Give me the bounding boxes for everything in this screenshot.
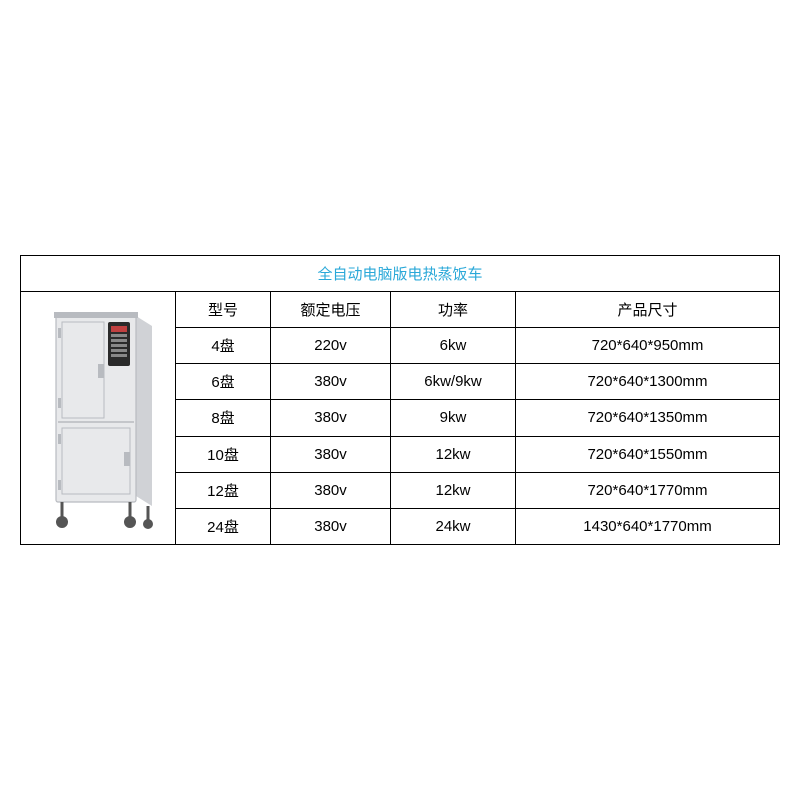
cell-voltage: 380v [271, 400, 391, 436]
cell-model: 24盘 [176, 508, 271, 544]
cell-voltage: 380v [271, 436, 391, 472]
table-title: 全自动电脑版电热蒸饭车 [21, 256, 780, 292]
cell-model: 4盘 [176, 328, 271, 364]
cell-dimensions: 1430*640*1770mm [516, 508, 780, 544]
cell-model: 8盘 [176, 400, 271, 436]
cell-dimensions: 720*640*950mm [516, 328, 780, 364]
cell-model: 10盘 [176, 436, 271, 472]
title-row: 全自动电脑版电热蒸饭车 [21, 256, 780, 292]
cell-power: 12kw [391, 436, 516, 472]
cell-voltage: 220v [271, 328, 391, 364]
cell-dimensions: 720*640*1350mm [516, 400, 780, 436]
cell-model: 12盘 [176, 472, 271, 508]
header-power: 功率 [391, 292, 516, 328]
cell-power: 6kw [391, 328, 516, 364]
cell-power: 12kw [391, 472, 516, 508]
cell-dimensions: 720*640*1770mm [516, 472, 780, 508]
spec-table: 全自动电脑版电热蒸饭车 [20, 255, 780, 545]
cell-dimensions: 720*640*1550mm [516, 436, 780, 472]
cell-model: 6盘 [176, 364, 271, 400]
header-dimensions: 产品尺寸 [516, 292, 780, 328]
cell-dimensions: 720*640*1300mm [516, 364, 780, 400]
header-row: 型号 额定电压 功率 产品尺寸 [21, 292, 780, 328]
steam-cabinet-icon [27, 298, 169, 538]
spec-table-container: 全自动电脑版电热蒸饭车 [20, 255, 780, 545]
cell-voltage: 380v [271, 508, 391, 544]
cell-power: 6kw/9kw [391, 364, 516, 400]
product-image-cell [21, 292, 176, 545]
cell-voltage: 380v [271, 364, 391, 400]
header-voltage: 额定电压 [271, 292, 391, 328]
header-model: 型号 [176, 292, 271, 328]
cell-voltage: 380v [271, 472, 391, 508]
cell-power: 24kw [391, 508, 516, 544]
cell-power: 9kw [391, 400, 516, 436]
